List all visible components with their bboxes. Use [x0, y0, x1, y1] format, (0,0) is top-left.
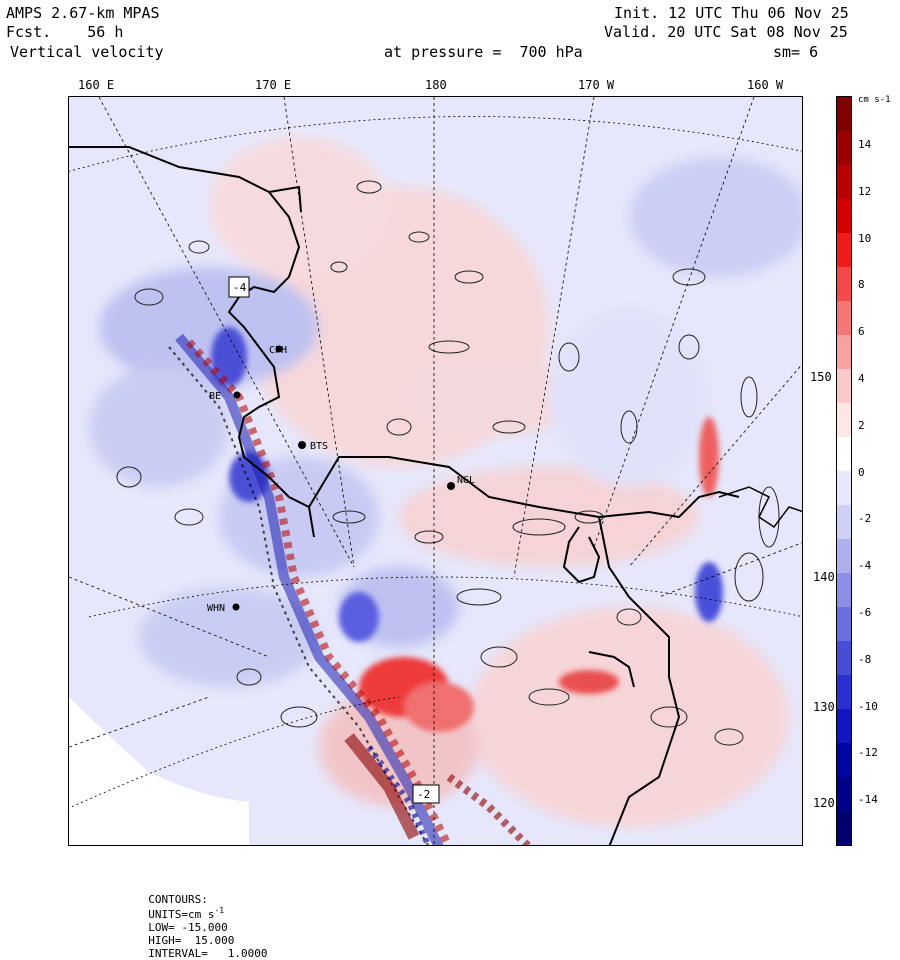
stations [232, 345, 455, 611]
interval-value: INTERVAL= 1.0000 [148, 946, 268, 960]
station-label-bts: BTS [310, 441, 328, 452]
colorbar-segment [837, 539, 851, 574]
colorbar-segment [837, 233, 851, 268]
colorbar-tick-label: 4 [858, 372, 865, 385]
high-value: HIGH= 15.000 [148, 933, 235, 947]
colorbar-tick-label: 14 [858, 138, 872, 151]
colorbar-tick-label: 0 [858, 465, 865, 479]
lon-label-170e: 170 E [255, 78, 292, 92]
colorbar-tick-label: 2 [858, 418, 865, 432]
station-dot-ngl [447, 482, 455, 490]
colorbar-tick-label: 8 [858, 278, 865, 292]
station-label-whn: WHN [207, 603, 225, 614]
colorbar-segment [837, 97, 851, 132]
colorbar-tick-label: -8 [858, 652, 872, 666]
colorbar-tick-label: -6 [858, 606, 872, 619]
low-value: LOW= -15.000 [148, 920, 228, 934]
colorbar-segment [837, 403, 851, 438]
contour-value-boxes: -4 -2 [228, 276, 440, 804]
colorbar-segment [837, 369, 851, 404]
contour-info: CONTOURS: UNITS=cm s-1 LOW= -15.000 HIGH… [135, 880, 267, 960]
colorbar-segment [837, 811, 851, 846]
lon-label-180: 180 [425, 78, 447, 92]
units-label: UNITS=cm s-1 [148, 906, 224, 921]
fcst-value: 56 h [87, 23, 124, 41]
lon-label-160w: 160 W [747, 78, 784, 92]
colorbar-tick-label: -4 [858, 559, 872, 573]
contour-label-neg4: -4 [233, 281, 247, 294]
ice-shelf-edge [718, 486, 802, 529]
colorbar-segment [837, 573, 851, 608]
station-dot-whn [232, 603, 240, 611]
station-label-ngl: NGL [457, 475, 475, 486]
station-dot-be [233, 391, 241, 399]
colorbar-tick-label: -2 [858, 512, 872, 526]
colorbar-segment [837, 335, 851, 370]
map-panel[interactable]: CPH BE BTS NGL WHN -4 -2 [68, 96, 803, 846]
init-time: Init. 12 UTC Thu 06 Nov 25 [614, 4, 849, 22]
units-exponent: -1 [214, 906, 225, 915]
station-label-cph: CPH [269, 345, 287, 356]
meridians [69, 97, 802, 845]
field-name: Vertical velocity [10, 43, 164, 61]
colorbar-segment [837, 437, 851, 472]
colorbar-unit: cm s-1 [858, 95, 891, 105]
vertical-velocity-map: CPH BE BTS NGL WHN -4 -2 [69, 97, 802, 845]
lon-label-160e: 160 E [78, 78, 115, 92]
colorbar-segment [837, 607, 851, 642]
colorbar-segment [837, 777, 851, 812]
colorbar-segment [837, 165, 851, 200]
station-dot-bts [298, 441, 306, 449]
forecast-label: Fcst. 56 h [6, 23, 123, 42]
model-title: AMPS 2.67-km MPAS [6, 4, 160, 22]
colorbar-tick-label: 10 [858, 231, 872, 245]
outside-domain [69, 697, 249, 845]
station-dot-cph [275, 345, 283, 353]
valid-time: Valid. 20 UTC Sat 08 Nov 25 [604, 23, 848, 41]
colorbar-tick-label: -10 [858, 699, 878, 713]
station-label-be: BE [209, 391, 221, 402]
colorbar-tick-label: -12 [858, 746, 878, 760]
colorbar-tick-label: 12 [858, 184, 872, 198]
colorbar-segment [837, 199, 851, 234]
colorbar-tick-label: -14 [858, 793, 878, 807]
lon-label-170w: 170 W [578, 78, 615, 92]
colorbar-segment [837, 743, 851, 778]
contour-label-neg2: -2 [417, 788, 430, 801]
colorbar-segment [837, 641, 851, 676]
colorbar-segment [837, 675, 851, 710]
fcst-label: Fcst. [6, 23, 52, 41]
contour-rings [116, 180, 780, 746]
colorbar-segment [837, 267, 851, 302]
smoothing-label: sm= 6 [773, 43, 819, 61]
coastline [69, 146, 740, 845]
colorbar-tick-label: 6 [858, 325, 865, 339]
colorbar-segment [837, 471, 851, 506]
colorbar-segment [837, 301, 851, 336]
colorbar [836, 96, 852, 846]
mountain-waves [168, 333, 532, 845]
units-text: UNITS=cm s [148, 907, 215, 921]
colorbar-segment [837, 709, 851, 744]
colorbar-segment [837, 505, 851, 540]
colorbar-segment [837, 131, 851, 166]
pressure-level: at pressure = 700 hPa [384, 43, 583, 61]
